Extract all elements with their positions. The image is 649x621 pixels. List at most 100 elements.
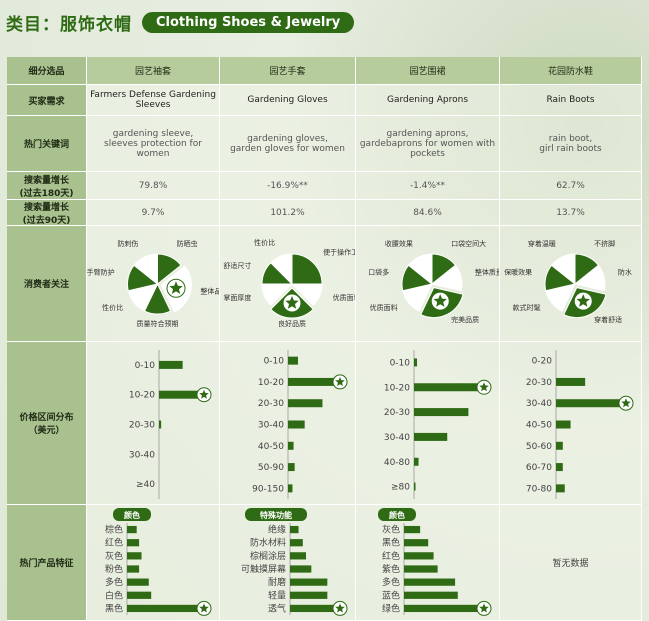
tick-label: 0-20 [532,356,553,366]
keyword-line: garden gloves for women [230,143,345,154]
keywords-4: rain boot, girl rain boots [500,116,642,172]
keyword-line: gardening sleeve, [112,128,194,139]
bar [290,551,306,559]
tick-label: 30-40 [129,450,155,460]
bar [290,564,312,573]
pie-chart-2: 便于操作工具优质面料良好品质 掌面厚度 舒适尺寸 性价比 [223,238,355,328]
bar [127,591,152,599]
bar [414,357,418,366]
row-label-concerns: 消费者关注 [7,226,87,342]
tick-label: 10-20 [129,390,155,400]
bar-highlight-star-icon [621,397,631,407]
pie-slice [133,252,158,285]
pie-label: 掌面厚度 [223,293,251,302]
pie-label: 收腰效果 [385,239,413,248]
keyword-line: girl rain boots [539,143,602,154]
bar [288,398,323,407]
tick-label: 10-20 [258,377,284,387]
col-header-2: 园艺手套 [220,57,356,85]
growth90-4: 13.7% [500,200,642,226]
bar [288,377,338,386]
tick-label: ≥40 [136,480,155,490]
bar [556,377,586,386]
tick-label: 90-150 [252,484,284,494]
growth90-1: 9.7% [87,200,220,226]
tick-label: 多色 [382,576,400,588]
tick-label: 绿色 [382,602,400,614]
bar [414,482,416,491]
label-line: (过去90天) [22,215,71,226]
bar [288,420,305,428]
keyword-line: pockets [410,148,445,159]
need-2: Gardening Gloves [220,85,356,116]
feature-title: 特殊功能 [260,510,292,520]
feature-title-pill [378,507,416,521]
bar [290,538,303,546]
tick-label: 红色 [105,536,123,548]
pie-label: 保暖效果 [504,267,532,276]
pie-label: 防晒虫 [177,239,198,248]
tick-label: 20-30 [526,377,552,387]
keyword-line: sleeves protection for women [104,138,202,159]
bar [404,591,458,599]
bar [556,483,565,492]
label-line: 搜索量增长 [23,202,69,213]
label-line: (过去180天) [19,188,74,199]
pie-slice [270,252,293,285]
pie-label: 穿着温暖 [528,239,556,248]
tick-label: 黑色 [382,536,400,548]
keyword-line: gardening aprons, [386,128,469,139]
bar-highlight-star-icon [199,602,209,612]
bar [556,462,563,471]
pie-label: 便于操作工具 [323,247,355,256]
pie-label: 整体质量 [475,267,499,276]
row-label-features: 热门产品特征 [7,505,87,621]
bar [414,382,482,391]
price-chart-3: 0-10 10-20 20-30 30-40 40-80 ≥80 [384,349,492,499]
tick-label: 蓝色 [382,589,400,601]
tick-label: 灰色 [382,523,400,535]
bar [290,525,299,533]
tick-label: 粉色 [105,563,123,575]
keyword-line: rain boot, [548,133,593,144]
bar [127,578,149,586]
row-label-price: 价格区间分布 （美元） [7,342,87,505]
tick-label: ≥80 [391,482,410,492]
tick-label: 50-90 [258,463,284,473]
pie-label: 质量符合预期 [137,319,179,328]
growth180-2: -16.9%** [220,172,356,200]
keywords-2: gardening gloves, garden gloves for wome… [220,116,356,172]
bar [414,432,448,441]
tick-label: 0-10 [135,360,156,370]
title-bar: 类目：服饰衣帽 Clothing Shoes & Jewelry [6,8,355,36]
label-line: （美元） [28,426,65,436]
bar [414,407,469,416]
col-header-4: 花园防水鞋 [500,57,642,85]
tick-label: 60-70 [526,463,552,473]
bar [556,398,624,407]
tick-label: 20-30 [384,408,410,418]
tick-label: 30-40 [258,420,284,430]
feature-cell-1: 颜色 棕色 红色 灰色 粉色 多色 白色 黑色 [87,505,220,621]
need-1: Farmers Defense Gardening Sleeves [87,85,220,116]
tick-label: 棕色 [105,523,123,535]
keyword-line: gardebaprons for women with [359,138,496,149]
bar [290,591,328,599]
pie-label: 优质面料 [333,293,355,302]
tick-label: 20-30 [258,399,284,409]
bar [556,420,571,428]
tick-label: 灰色 [105,549,123,561]
pie-slice [430,264,463,291]
tick-label: 10-20 [384,383,410,393]
price-cell-3: 0-10 10-20 20-30 30-40 40-80 ≥80 [356,342,500,505]
pie-cell-1: 防晒虫整体品质质量符合预期 性价比 手臂防护 防刺伤 [87,226,220,342]
tick-label: 70-80 [526,484,552,494]
bar [290,578,328,586]
bar-highlight-star-icon [335,602,345,612]
pie-slice [407,252,433,285]
feature-cell-2: 特殊功能 绝缘 防水材料 棕榈涂层 可触摸屏幕 耐磨 轻量 透气 [220,505,356,621]
bar [290,604,338,612]
pie-slice [573,264,606,291]
keywords-1: gardening sleeve, sleeves protection for… [87,116,220,172]
